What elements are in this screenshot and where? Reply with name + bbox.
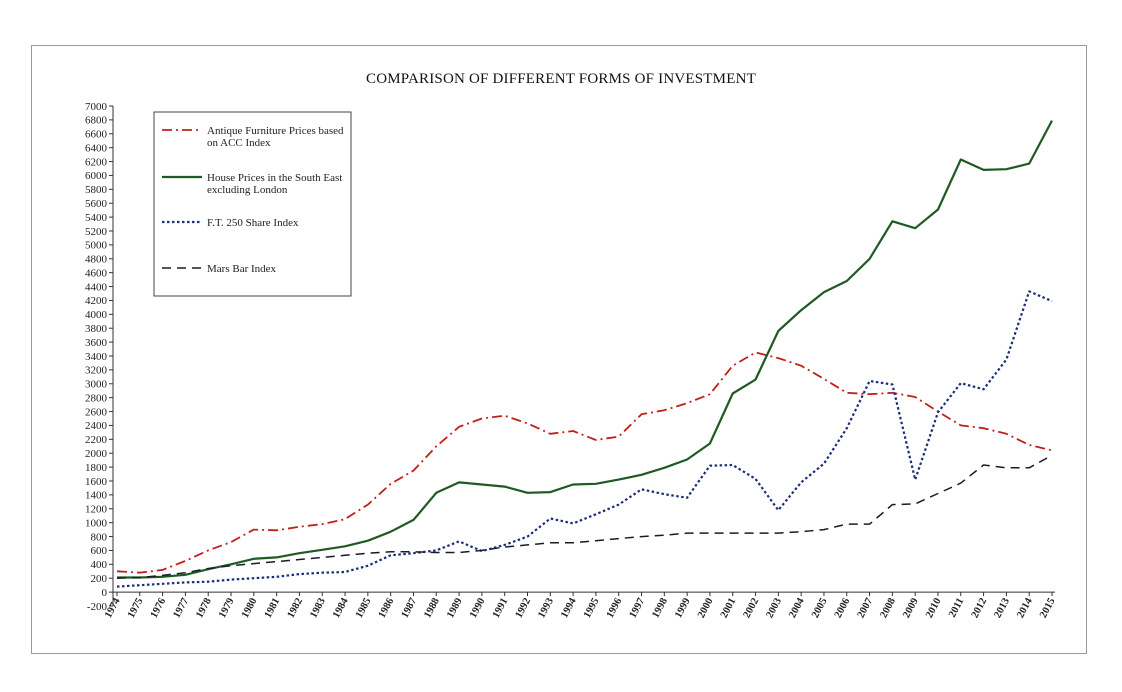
x-tick-label: 2004 <box>787 596 807 620</box>
y-tick-label: 1400 <box>85 490 108 502</box>
x-tick-label: 1995 <box>582 596 602 620</box>
series-line-2 <box>117 120 1053 579</box>
series-line-1 <box>116 351 1053 574</box>
y-tick-label: -200 <box>87 601 108 613</box>
series-layer <box>116 120 1053 588</box>
y-tick-label: 6000 <box>85 170 108 182</box>
x-tick-label: 1978 <box>194 596 214 620</box>
x-tick-label: 2001 <box>719 596 739 620</box>
legend-label-2: excluding London <box>207 184 288 196</box>
y-tick-label: 2200 <box>85 434 108 446</box>
y-tick-label: 4400 <box>85 281 108 293</box>
x-tick-label: 1990 <box>468 596 488 620</box>
x-tick-label: 1982 <box>286 596 306 620</box>
y-tick-label: 4000 <box>85 309 108 321</box>
y-tick-label: 3400 <box>85 351 108 363</box>
x-tick-label: 1985 <box>354 596 374 620</box>
x-tick-label: 1998 <box>650 596 670 620</box>
x-tick-label: 1974 <box>103 596 123 620</box>
x-tick-label: 1983 <box>308 596 328 620</box>
x-tick-label: 1991 <box>491 596 511 620</box>
y-tick-label: 3000 <box>85 379 108 391</box>
y-tick-label: 4200 <box>85 295 108 307</box>
x-tick-label: 2015 <box>1038 596 1058 620</box>
series-line-3 <box>116 290 1053 588</box>
y-tick-label: 5800 <box>85 184 108 196</box>
y-tick-label: 2400 <box>85 420 108 432</box>
y-tick-label: 2600 <box>85 406 108 418</box>
y-tick-label: 2800 <box>85 392 108 404</box>
chart-frame <box>31 45 1087 654</box>
y-tick-label: 5000 <box>85 240 108 252</box>
y-tick-label: 3600 <box>85 337 108 349</box>
y-tick-label: 3800 <box>85 323 108 335</box>
x-tick-label: 2000 <box>696 596 716 620</box>
x-tick-label: 1986 <box>377 596 397 620</box>
x-tick-label: 1984 <box>331 596 351 620</box>
x-tick-label: 2007 <box>856 596 876 620</box>
x-tick-label: 2009 <box>901 596 921 620</box>
y-tick-label: 6800 <box>85 115 108 127</box>
x-tick-label: 1989 <box>445 596 465 620</box>
x-tick-label: 1988 <box>422 596 442 620</box>
x-tick-label: 2005 <box>810 596 830 620</box>
x-tick-label: 2010 <box>924 596 944 620</box>
legend-label-1: Antique Furniture Prices based <box>207 125 344 137</box>
y-tick-label: 1000 <box>85 517 108 529</box>
y-tick-label: 7000 <box>85 101 108 113</box>
chart-title: COMPARISON OF DIFFERENT FORMS OF INVESTM… <box>366 71 756 87</box>
x-tick-label: 2006 <box>833 596 853 620</box>
y-tick-label: 5200 <box>85 226 108 238</box>
x-tick-label: 2003 <box>764 596 784 620</box>
legend-label-1: on ACC Index <box>207 137 271 149</box>
x-tick-label: 2013 <box>992 596 1012 620</box>
x-tick-label: 2002 <box>742 596 762 620</box>
x-tick-label: 1996 <box>605 596 625 620</box>
series-line-4 <box>116 454 1053 579</box>
x-tick-label: 1981 <box>263 596 283 620</box>
x-tick-label: 1979 <box>217 596 237 620</box>
y-tick-label: 3200 <box>85 365 108 377</box>
x-tick-label: 1993 <box>536 596 556 620</box>
x-tick-label: 2008 <box>878 596 898 620</box>
x-tick-label: 1994 <box>559 596 579 620</box>
y-tick-label: 4600 <box>85 267 108 279</box>
y-tick-label: 1800 <box>85 462 108 474</box>
y-tick-label: 2000 <box>85 448 108 460</box>
y-tick-label: 6200 <box>85 156 108 168</box>
x-tick-label: 1976 <box>149 596 169 620</box>
x-tick-label: 1992 <box>514 596 534 620</box>
y-tick-label: 600 <box>91 545 108 557</box>
legend-label-4: Mars Bar Index <box>207 263 277 275</box>
y-tick-label: 200 <box>91 573 108 585</box>
x-tick-label: 1987 <box>400 596 420 620</box>
x-tick-label: 1980 <box>240 596 260 620</box>
y-tick-label: 1600 <box>85 476 108 488</box>
y-tick-label: 400 <box>91 559 108 571</box>
x-tick-label: 2014 <box>1015 596 1035 620</box>
x-tick-label: 1975 <box>126 596 146 620</box>
x-tick-label: 2011 <box>947 596 966 619</box>
y-tick-label: 5600 <box>85 198 108 210</box>
y-tick-label: 6400 <box>85 142 108 154</box>
legend-label-2: House Prices in the South East <box>207 172 342 184</box>
x-tick-label: 2012 <box>970 596 990 620</box>
y-tick-label: 0 <box>102 587 108 599</box>
y-tick-label: 4800 <box>85 254 108 266</box>
x-tick-label: 1997 <box>628 596 648 620</box>
x-tick-label: 1999 <box>673 596 693 620</box>
legend-label-3: F.T. 250 Share Index <box>207 217 299 229</box>
legend-box <box>153 111 352 297</box>
y-tick-label: 1200 <box>85 504 108 516</box>
x-tick-label: 1977 <box>171 596 191 620</box>
y-tick-label: 800 <box>91 531 108 543</box>
y-tick-label: 6600 <box>85 129 108 141</box>
y-tick-label: 5400 <box>85 212 108 224</box>
